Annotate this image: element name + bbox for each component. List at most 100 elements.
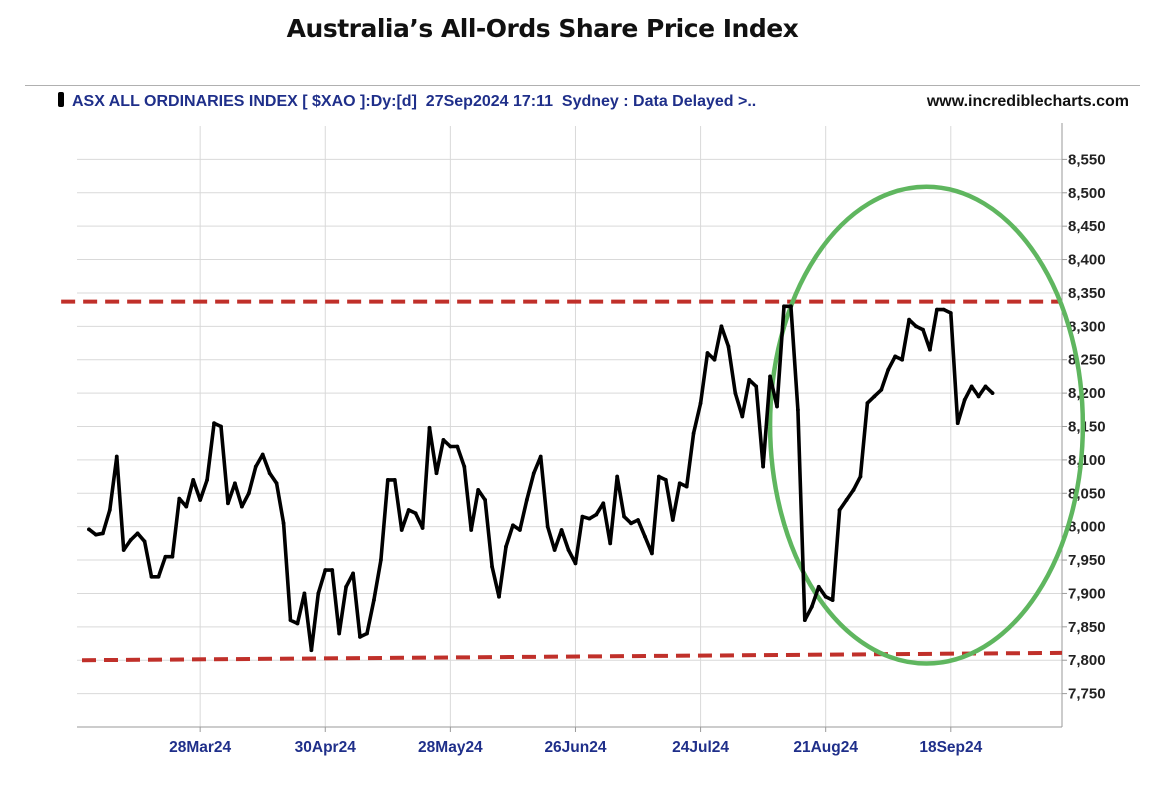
y-tick-label: 8,200	[1068, 385, 1106, 402]
page-title: Australia’s All-Ords Share Price Index	[286, 14, 799, 43]
price-point	[497, 594, 501, 599]
price-point	[87, 527, 91, 532]
price-point	[385, 478, 390, 482]
price-point	[205, 478, 210, 482]
price-point	[691, 431, 696, 436]
price-point	[879, 387, 884, 392]
price-point	[378, 558, 383, 562]
price-point	[962, 397, 967, 402]
price-point	[524, 498, 529, 502]
price-point	[128, 538, 133, 542]
price-point	[149, 574, 154, 579]
price-point	[323, 568, 328, 572]
y-tick-label: 7,850	[1068, 619, 1106, 636]
price-point	[719, 324, 724, 329]
price-point	[893, 354, 898, 359]
price-point	[392, 478, 397, 482]
price-point	[476, 488, 481, 492]
price-point	[865, 401, 870, 406]
y-tick-label: 8,400	[1068, 252, 1106, 269]
y-tick-label: 7,900	[1068, 585, 1106, 602]
price-point	[761, 464, 766, 469]
price-point	[816, 584, 821, 589]
price-point	[226, 501, 230, 506]
gridlines	[77, 126, 1062, 727]
x-tick-label: 24Jul24	[672, 739, 729, 756]
price-point	[462, 464, 467, 469]
price-point	[420, 526, 425, 530]
price-point	[712, 357, 717, 362]
price-point	[914, 324, 918, 329]
price-point	[948, 311, 953, 315]
price-point	[344, 584, 349, 589]
price-point	[656, 474, 661, 479]
price-point	[643, 534, 647, 539]
price-point	[316, 591, 321, 596]
price-point	[156, 574, 161, 579]
price-point	[302, 591, 307, 596]
price-point	[121, 548, 126, 552]
price-point	[872, 394, 877, 399]
price-point	[580, 514, 585, 519]
price-line	[87, 304, 995, 653]
price-point	[754, 384, 759, 389]
price-point	[517, 528, 522, 532]
price-point	[684, 484, 689, 489]
price-point	[448, 444, 453, 449]
price-point	[747, 377, 752, 382]
price-point	[663, 478, 668, 482]
price-point	[608, 541, 613, 546]
price-point	[941, 307, 946, 312]
price-point	[531, 471, 536, 476]
price-point	[538, 454, 543, 459]
price-point	[233, 481, 237, 486]
price-point	[372, 598, 376, 603]
price-point	[219, 424, 223, 429]
price-point	[559, 528, 564, 532]
x-tick-label: 28Mar24	[169, 739, 231, 756]
price-point	[622, 514, 627, 519]
price-point	[191, 478, 196, 482]
x-tick-label: 21Aug24	[793, 739, 858, 756]
price-point	[212, 421, 216, 426]
price-point	[406, 508, 411, 512]
price-point	[163, 554, 168, 559]
price-point	[886, 367, 891, 372]
price-point	[573, 561, 578, 566]
price-point	[594, 512, 599, 517]
price-point	[552, 548, 557, 552]
price-point	[795, 407, 800, 412]
price-point	[427, 425, 432, 430]
price-point	[246, 491, 251, 496]
price-point	[823, 594, 828, 599]
x-tick-label: 26Jun24	[544, 739, 606, 756]
price-point	[142, 539, 147, 544]
price-point	[587, 516, 592, 521]
price-point	[358, 634, 362, 639]
price-point	[337, 631, 342, 636]
price-point	[281, 521, 286, 526]
price-point	[288, 618, 293, 623]
y-tick-label: 8,350	[1068, 285, 1106, 302]
price-point	[636, 518, 640, 522]
price-point	[726, 344, 731, 349]
price-point	[990, 391, 995, 396]
price-point	[239, 504, 244, 509]
price-point	[740, 414, 745, 419]
price-point	[490, 564, 494, 569]
price-point	[566, 548, 571, 552]
price-point	[907, 317, 911, 322]
x-tick-label: 18Sep24	[919, 739, 982, 756]
source-label: www.incrediblecharts.com	[926, 93, 1129, 110]
price-point	[844, 498, 849, 502]
price-point	[900, 357, 905, 362]
price-point	[768, 374, 772, 379]
header-bar	[25, 85, 1140, 118]
y-tick-label: 8,150	[1068, 419, 1106, 436]
header-marker-icon	[58, 92, 64, 107]
price-point	[615, 474, 620, 479]
price-point	[267, 471, 272, 476]
price-point	[504, 544, 508, 549]
price-point	[351, 571, 355, 576]
